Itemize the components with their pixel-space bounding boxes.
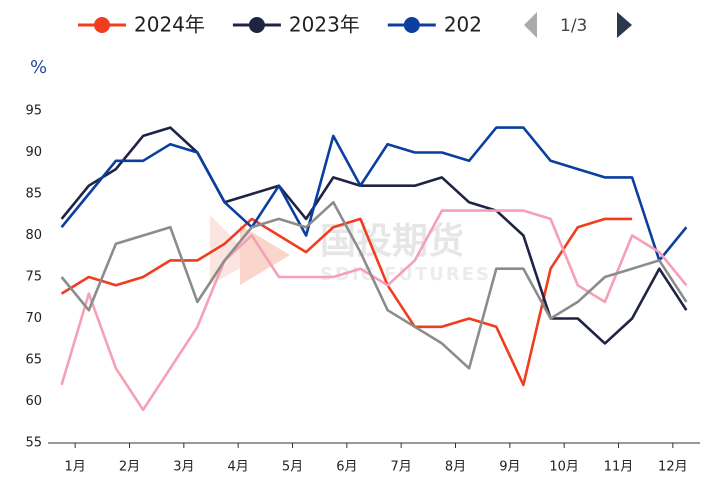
watermark-title: 国投期货 [320, 221, 464, 262]
y-tick-label: 60 [25, 394, 42, 409]
x-tick-label: 6月 [336, 460, 357, 475]
x-tick-label: 8月 [445, 460, 466, 475]
legend-label: 202 [444, 13, 482, 37]
x-tick-label: 12月 [658, 460, 688, 475]
y-tick-label: 65 [25, 353, 42, 368]
y-tick-label: 70 [25, 311, 42, 326]
series-line [60, 126, 688, 262]
x-tick-label: 11月 [604, 460, 634, 475]
legend-symbol [403, 17, 420, 33]
legend-prev[interactable] [524, 12, 537, 38]
legend-label: 2024年 [134, 13, 205, 37]
legend-label: 2023年 [289, 13, 360, 37]
y-tick-label: 90 [25, 145, 42, 160]
y-unit: % [30, 57, 47, 78]
x-tick-label: 10月 [549, 460, 579, 475]
legend-symbol [248, 17, 265, 33]
x-tick-label: 1月 [65, 460, 86, 475]
legend-page: 1/3 [560, 16, 587, 36]
series-line [60, 126, 688, 345]
y-tick-label: 95 [25, 104, 42, 119]
y-tick-label: 75 [25, 270, 42, 285]
x-tick-label: 7月 [391, 460, 412, 475]
x-tick-label: 4月 [228, 460, 249, 475]
series-line [60, 201, 688, 370]
x-tick-label: 9月 [499, 460, 520, 475]
y-tick-label: 80 [25, 228, 42, 243]
series-line [60, 217, 633, 387]
x-tick-label: 5月 [282, 460, 303, 475]
legend-next[interactable] [617, 12, 632, 38]
y-tick-label: 85 [25, 187, 42, 202]
legend-symbol [94, 17, 110, 33]
x-tick-label: 2月 [119, 460, 140, 475]
y-tick-label: 55 [25, 436, 42, 451]
x-tick-label: 3月 [173, 460, 194, 475]
series-line [60, 209, 688, 412]
